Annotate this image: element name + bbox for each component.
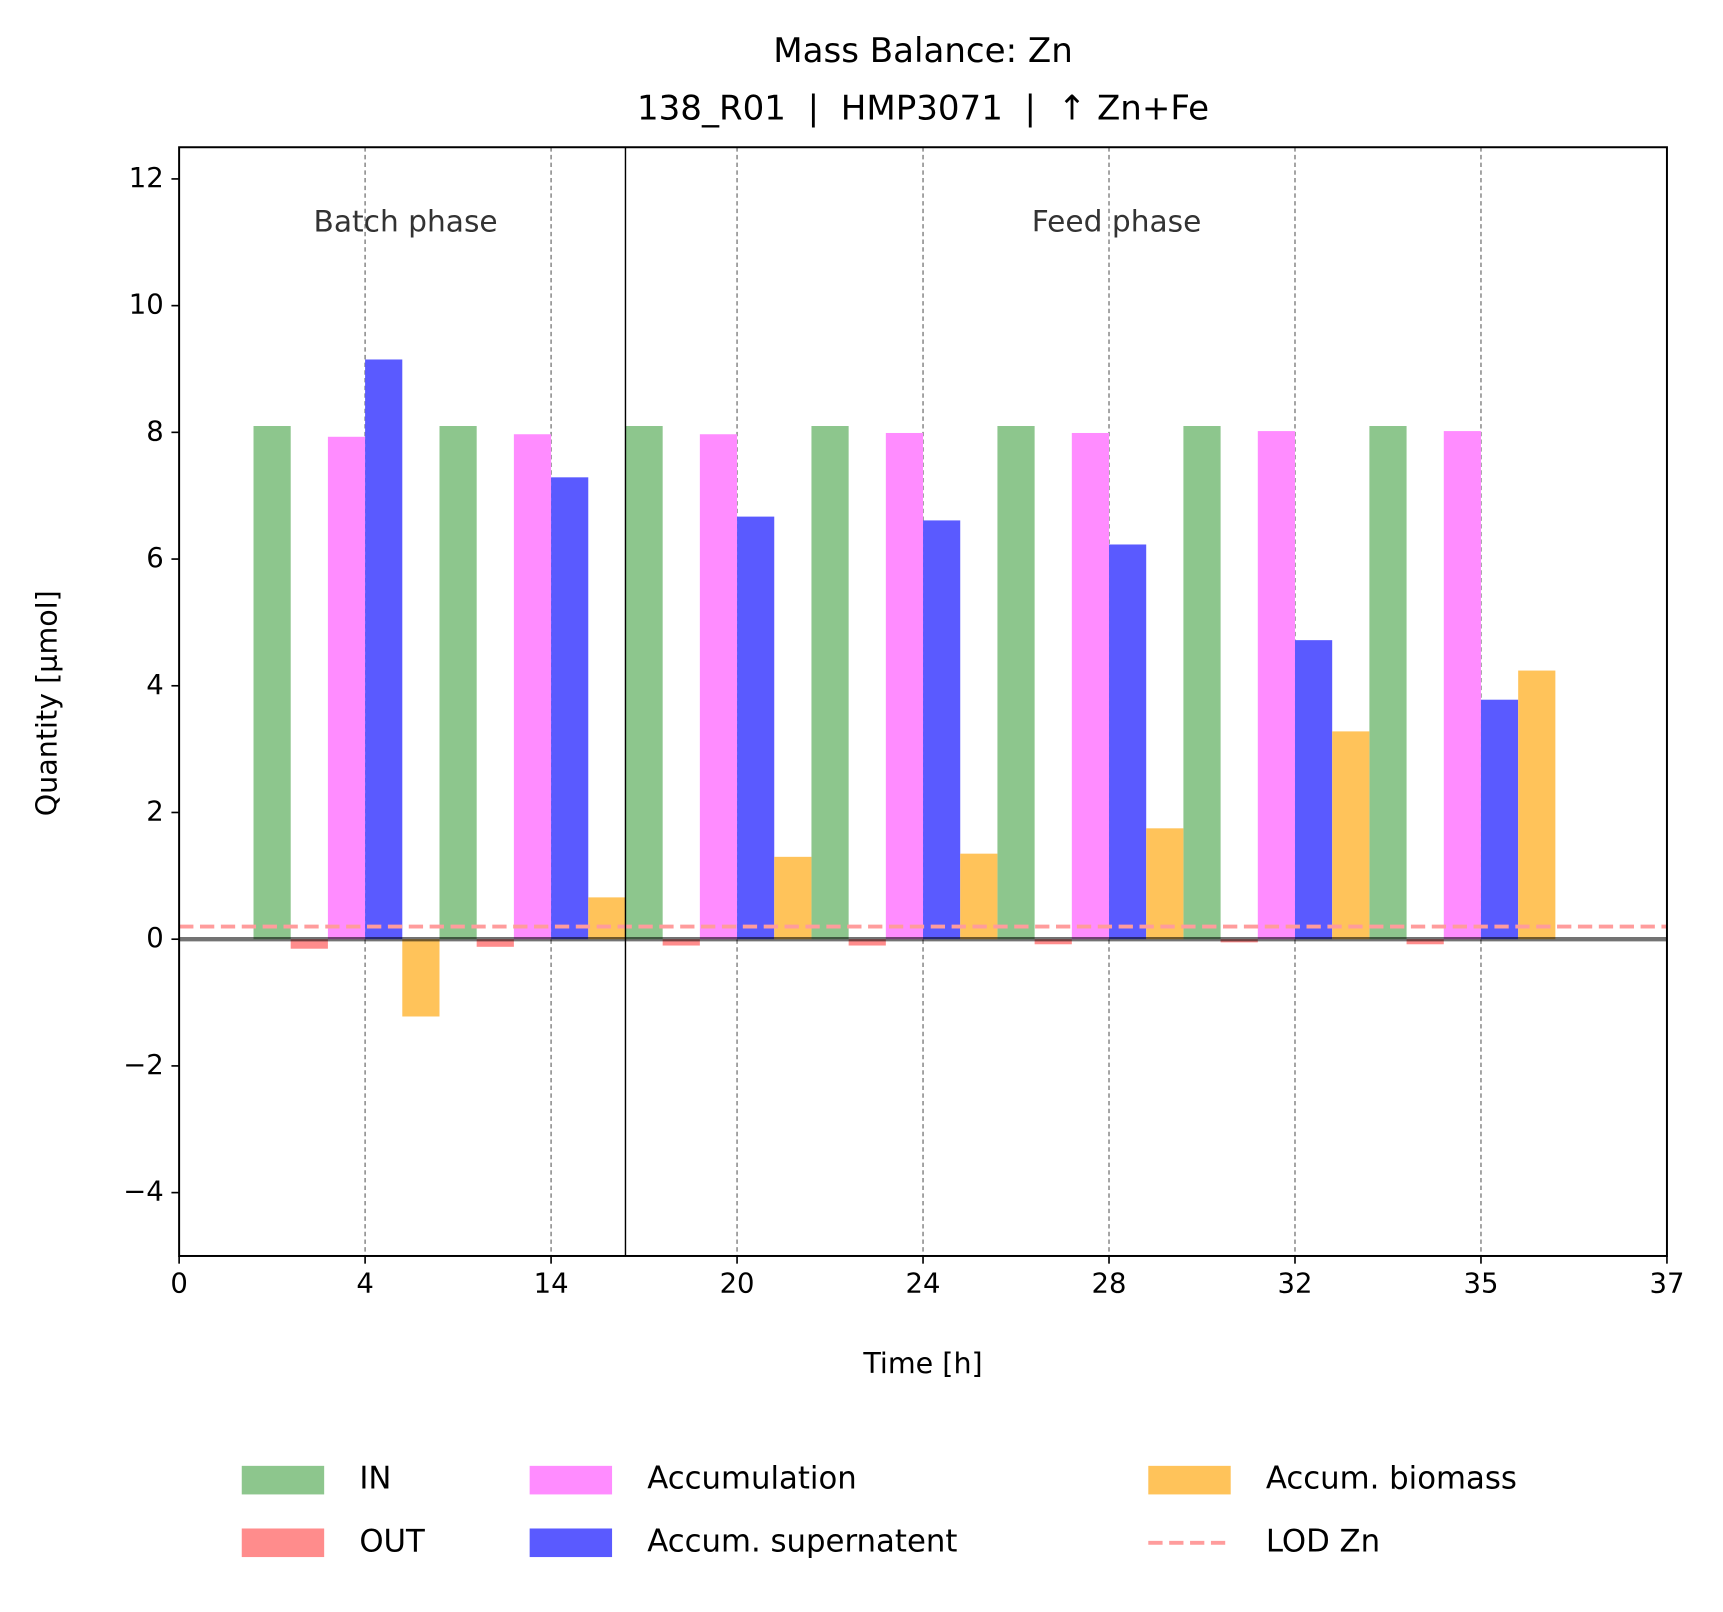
- bar: [1480, 699, 1519, 940]
- phase-label: Feed phase: [1032, 204, 1202, 239]
- bar: [848, 939, 886, 946]
- bar: [1406, 939, 1444, 945]
- bar: [1183, 426, 1221, 940]
- y-tick-label: −4: [123, 1177, 163, 1208]
- bar: [327, 436, 366, 940]
- x-tick-label: 4: [356, 1269, 373, 1300]
- y-tick-label: 0: [146, 923, 163, 954]
- bar: [588, 897, 626, 940]
- bar: [1257, 431, 1295, 940]
- x-tick-label: 32: [1278, 1269, 1313, 1300]
- bar: [1071, 432, 1110, 940]
- bar: [811, 426, 849, 940]
- y-axis-label: Quantity [µmol]: [29, 590, 63, 816]
- x-tick-label: 28: [1092, 1269, 1127, 1300]
- legend-label: OUT: [359, 1523, 425, 1559]
- legend-label: LOD Zn: [1266, 1523, 1380, 1559]
- y-tick-label: 2: [146, 796, 163, 827]
- legend-label: Accum. supernatent: [647, 1523, 957, 1559]
- legend-label: IN: [359, 1461, 391, 1497]
- legend-label: Accumulation: [647, 1461, 857, 1497]
- legend-label: Accum. biomass: [1266, 1461, 1517, 1497]
- bar: [1146, 828, 1184, 940]
- bar: [1369, 426, 1407, 940]
- chart-title: Mass Balance: Zn: [773, 31, 1073, 71]
- bar: [1034, 939, 1072, 945]
- y-tick-label: 6: [146, 543, 163, 574]
- x-tick-label: 14: [534, 1269, 569, 1300]
- x-tick-label: 20: [720, 1269, 755, 1300]
- bar: [1518, 670, 1556, 940]
- bar: [1294, 640, 1333, 940]
- y-tick-label: 4: [146, 670, 163, 701]
- x-tick-label: 24: [906, 1269, 941, 1300]
- bar: [439, 426, 477, 940]
- legend-swatch: [529, 1465, 613, 1495]
- bar: [885, 432, 924, 940]
- legend-swatch: [1148, 1465, 1231, 1495]
- bar: [923, 520, 961, 940]
- y-tick-label: 8: [146, 416, 163, 447]
- bar: [476, 939, 514, 947]
- y-tick-label: 10: [129, 290, 164, 321]
- legend-swatch: [241, 1465, 325, 1495]
- plot-frame: [178, 146, 1668, 1257]
- bar: [513, 434, 552, 940]
- y-tick-label: 12: [129, 163, 164, 194]
- bar: [662, 939, 700, 946]
- bar: [1109, 544, 1147, 940]
- bar: [290, 939, 328, 949]
- x-tick-label: 0: [170, 1269, 187, 1300]
- bar: [1443, 431, 1481, 940]
- bar: [1332, 731, 1370, 940]
- bar: [625, 426, 663, 940]
- phase-label: Batch phase: [314, 204, 498, 239]
- chart-subtitle: 138_R01 | HMP3071 | ↑ Zn+Fe: [637, 88, 1209, 128]
- x-tick-label: 35: [1463, 1269, 1498, 1300]
- bar: [253, 426, 291, 940]
- bar: [997, 426, 1035, 940]
- x-axis-label: Time [h]: [862, 1346, 982, 1380]
- bar: [365, 359, 403, 940]
- legend-swatch: [529, 1528, 613, 1558]
- y-tick-label: −2: [123, 1050, 163, 1081]
- bar: [737, 516, 775, 940]
- bar: [402, 939, 440, 1017]
- x-tick-label: 37: [1649, 1269, 1684, 1300]
- legend-swatch: [241, 1528, 325, 1558]
- bar: [699, 434, 738, 940]
- bar: [551, 477, 589, 940]
